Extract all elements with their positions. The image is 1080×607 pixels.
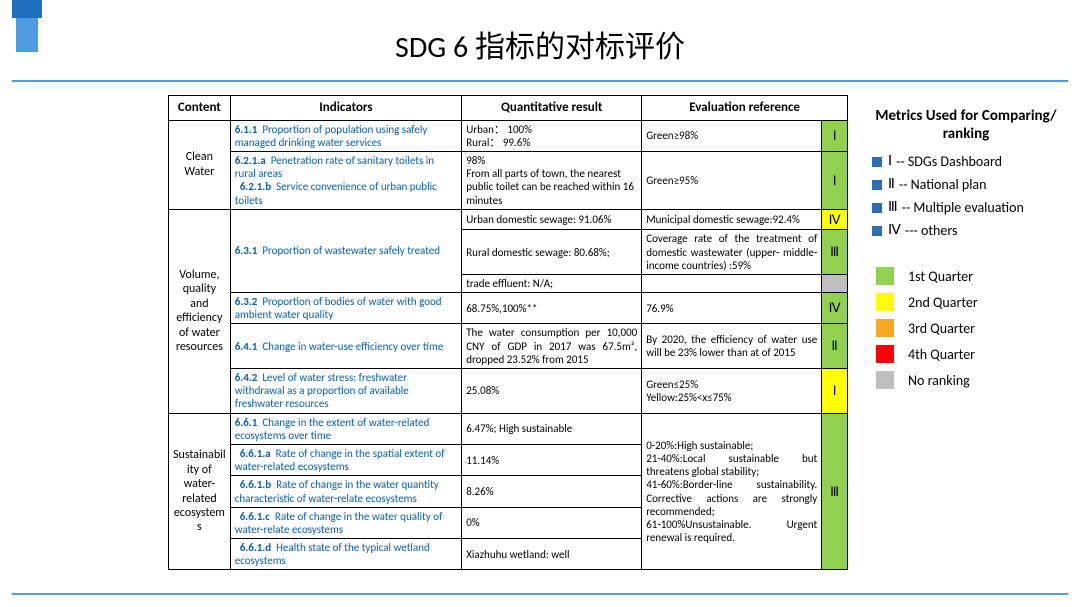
res-621: 98% From all parts of town, the nearest … [462,151,642,209]
ind-661d: 6.6.1.d Health state of the typical wetl… [230,539,461,570]
eval-641: By 2020, the efficiency of water use wil… [642,324,822,369]
ind-631: 6.3.1 Proportion of wastewater safely tr… [230,209,461,292]
legend-metric-label: -- SDGs Dashboard [896,153,1002,170]
legend-quarter-label: 4th Quarter [908,346,975,363]
res-661: 6.47%; High sustainable [462,413,642,444]
res-611: Urban： 100% Rural： 99.6% [462,120,642,151]
swatch-icon [876,267,894,285]
tag-632: Ⅳ [822,293,848,324]
col-indicators: Indicators [230,96,461,121]
legend-metric-rn: Ⅱ [888,176,895,193]
legend-metrics: Ⅰ -- SDGs DashboardⅡ -- National planⅢ--… [866,153,1066,239]
legend-quarter-label: 2nd Quarter [908,294,978,311]
eval-621: Green≥95% [642,151,822,209]
ind-621: 6.2.1.a Penetration rate of sanitary toi… [230,151,461,209]
eval-632: 76.9% [642,293,822,324]
legend-metric-4: Ⅳ--- others [872,222,1066,239]
legend-quarter-2: 2nd Quarter [876,293,1066,311]
row-621: 6.2.1.a Penetration rate of sanitary toi… [169,151,848,209]
eval-631b: Coverage rate of the treatment of domest… [642,230,822,275]
col-result: Quantitative result [462,96,642,121]
ind-661: 6.6.1 Change in the extent of water-rela… [230,413,461,444]
tag-611: Ⅰ [822,120,848,151]
legend-metric-3: Ⅲ-- Multiple evaluation [872,199,1066,216]
res-661b: 8.26% [462,476,642,507]
legend-header: Metrics Used for Comparing/ ranking [866,107,1066,143]
legend-quarter-4: 4th Quarter [876,345,1066,363]
eval-631c [642,274,822,292]
sdg-table: Content Indicators Quantitative result E… [168,95,848,570]
tag-631a: Ⅳ [822,209,848,230]
col-eval: Evaluation reference [642,96,848,121]
tag-642: Ⅰ [822,369,848,414]
eval-631a: Municipal domestic sewage:92.4% [642,209,822,230]
legend-quarter-3: 3rd Quarter [876,319,1066,337]
res-631b: Rural domestic sewage: 80.68%; [462,230,642,275]
main-content: Content Indicators Quantitative result E… [168,95,1066,570]
legend-metric-2: Ⅱ -- National plan [872,176,1066,193]
cat-clean-water: Clean Water [169,120,231,209]
tag-641: Ⅱ [822,324,848,369]
row-661: Sustainability of water-related ecosyste… [169,413,848,444]
res-661d: Xiazhuhu wetland: well [462,539,642,570]
ind-661b: 6.6.1.b Rate of change in the water quan… [230,476,461,507]
slide-title: SDG 6 指标的对标评价 [0,22,1080,66]
ind-642: 6.4.2 Level of water stress: freshwater … [230,369,461,414]
eval-642: Green≤25% Yellow:25%<x≤75% [642,369,822,414]
top-horizontal-rule [12,80,1068,82]
ind-641: 6.4.1 Change in water-use efficiency ove… [230,324,461,369]
ind-661c: 6.6.1.c Rate of change in the water qual… [230,507,461,538]
row-631a: Volume, quality and efficiency of water … [169,209,848,230]
legend-bullet-icon [872,180,882,190]
legend-bullet-icon [872,226,882,236]
res-631a: Urban domestic sewage: 91.06% [462,209,642,230]
legend-quarter-label: 3rd Quarter [908,320,975,337]
res-641: The water consumption per 10,000 CNY of … [462,324,642,369]
legend-quarter-label: 1st Quarter [908,268,973,285]
legend-quarter-5: No ranking [876,371,1066,389]
res-661a: 11.14% [462,444,642,475]
res-661c: 0% [462,507,642,538]
row-641: 6.4.1 Change in water-use efficiency ove… [169,324,848,369]
legend-bullet-icon [872,157,882,167]
legend-quarter-label: No ranking [908,372,970,389]
legend-metric-rn: Ⅳ [888,222,901,239]
cat-volume: Volume, quality and efficiency of water … [169,209,231,413]
cat-sustain: Sustainability of water-related ecosyste… [169,413,231,570]
legend-metric-label: -- Multiple evaluation [902,199,1024,216]
legend-metric-1: Ⅰ -- SDGs Dashboard [872,153,1066,170]
tag-631c [822,274,848,292]
swatch-icon [876,293,894,311]
slide: SDG 6 指标的对标评价 Content Indicators Quantit… [0,0,1080,607]
ind-632: 6.3.2 Proportion of bodies of water with… [230,293,461,324]
legend-metric-label: --- others [905,222,958,239]
row-642: 6.4.2 Level of water stress: freshwater … [169,369,848,414]
col-content: Content [169,96,231,121]
legend-metric-rn: Ⅲ [888,199,898,216]
header-row: Content Indicators Quantitative result E… [169,96,848,121]
legend-bullet-icon [872,203,882,213]
res-642: 25.08% [462,369,642,414]
legend-quarters: 1st Quarter 2nd Quarter 3rd Quarter 4th Qua… [866,267,1066,389]
swatch-icon [876,345,894,363]
tag-eco: Ⅲ [822,413,848,570]
legend-metric-rn: Ⅰ [888,153,892,170]
legend-quarter-1: 1st Quarter [876,267,1066,285]
row-632: 6.3.2 Proportion of bodies of water with… [169,293,848,324]
ind-661a: 6.6.1.a Rate of change in the spatial ex… [230,444,461,475]
swatch-icon [876,371,894,389]
tag-621: Ⅰ [822,151,848,209]
swatch-icon [876,319,894,337]
legend: Metrics Used for Comparing/ ranking Ⅰ --… [866,95,1066,397]
bottom-horizontal-rule [12,593,1068,595]
eval-eco: 0-20%:High sustainable; 21-40%:Local sus… [642,413,822,570]
row-611: Clean Water 6.1.1 Proportion of populati… [169,120,848,151]
res-632: 68.75%,100%** [462,293,642,324]
eval-611: Green≥98% [642,120,822,151]
res-631c: trade effluent: N/A; [462,274,642,292]
legend-metric-label: -- National plan [899,176,987,193]
corner-accent [12,0,42,18]
ind-611: 6.1.1 Proportion of population using saf… [230,120,461,151]
tag-631b: Ⅲ [822,230,848,275]
